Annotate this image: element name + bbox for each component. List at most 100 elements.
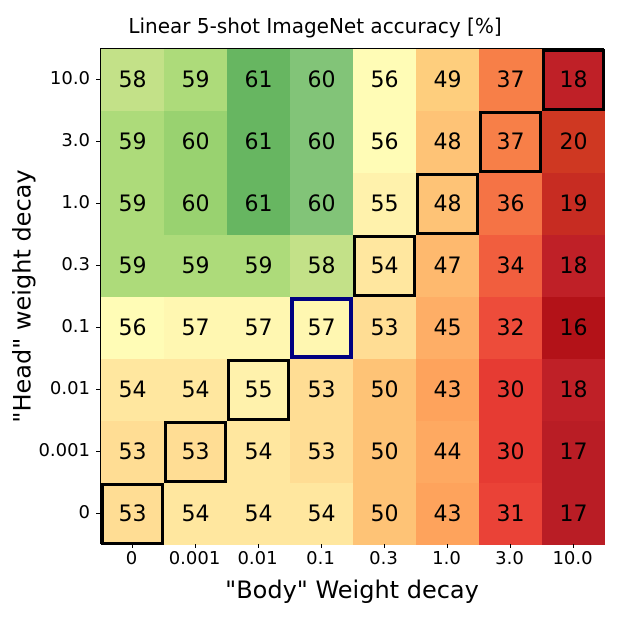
y-tick-label: 1.0 [0,172,90,234]
x-tick-label: 0 [100,548,163,569]
x-tick-mark [573,544,574,548]
heatmap-cell: 61 [227,49,290,111]
heatmap-cell: 57 [164,297,227,359]
heatmap-cell: 54 [290,483,353,545]
heatmap-cell: 30 [479,421,542,483]
heatmap-cell: 53 [353,297,416,359]
heatmap-cell: 49 [416,49,479,111]
heatmap-cell: 53 [290,359,353,421]
heatmap-cell: 59 [101,235,164,297]
heatmap-cell: 59 [101,111,164,173]
heatmap-cell: 54 [164,359,227,421]
heatmap-cell: 32 [479,297,542,359]
heatmap-cell: 50 [353,483,416,545]
heatmap-cell: 43 [416,359,479,421]
heatmap-cell: 17 [542,421,605,483]
chart-title: Linear 5-shot ImageNet accuracy [%] [0,14,630,38]
x-tick-mark [258,544,259,548]
x-tick-mark [132,544,133,548]
x-tick-mark [510,544,511,548]
heatmap-cell: 53 [101,483,164,545]
heatmap-cell: 57 [290,297,353,359]
heatmap-cell: 53 [290,421,353,483]
x-tick-label: 0.1 [289,548,352,569]
heatmap-cell: 61 [227,173,290,235]
heatmap-cell: 19 [542,173,605,235]
heatmap-chart: Linear 5-shot ImageNet accuracy [%] "Hea… [0,0,630,620]
heatmap-cell: 58 [290,235,353,297]
heatmap-cell: 18 [542,235,605,297]
y-tick-label: 0.001 [0,420,90,482]
x-axis-label: "Body" Weight decay [100,576,604,604]
heatmap-cell: 59 [164,235,227,297]
y-tick-mark [96,79,100,80]
y-tick-label: 10.0 [0,48,90,110]
y-tick-label: 0.01 [0,358,90,420]
y-tick-label: 0 [0,482,90,544]
heatmap-cell: 54 [101,359,164,421]
y-tick-mark [96,265,100,266]
heatmap-cell: 58 [101,49,164,111]
heatmap-cell: 55 [353,173,416,235]
heatmap-cell: 18 [542,49,605,111]
heatmap-cell: 34 [479,235,542,297]
heatmap-cell: 54 [227,483,290,545]
heatmap-cell: 16 [542,297,605,359]
heatmap-cell: 54 [227,421,290,483]
heatmap-cell: 56 [353,49,416,111]
plot-area: 5859616056493718596061605648372059606160… [100,48,604,544]
y-tick-label: 3.0 [0,110,90,172]
x-tick-label: 0.01 [226,548,289,569]
heatmap-cell: 20 [542,111,605,173]
x-tick-mark [447,544,448,548]
heatmap-cell: 43 [416,483,479,545]
y-tick-label: 0.3 [0,234,90,296]
heatmap-cell: 48 [416,173,479,235]
y-tick-mark [96,327,100,328]
x-tick-label: 3.0 [478,548,541,569]
heatmap-cell: 18 [542,359,605,421]
y-tick-label: 0.1 [0,296,90,358]
heatmap-cell: 17 [542,483,605,545]
heatmap-cell: 59 [227,235,290,297]
x-tick-label: 10.0 [541,548,604,569]
heatmap-cell: 54 [164,483,227,545]
heatmap-cell: 56 [101,297,164,359]
heatmap-cell: 30 [479,359,542,421]
heatmap-cell: 54 [353,235,416,297]
x-tick-label: 0.001 [163,548,226,569]
heatmap-cell: 60 [164,173,227,235]
y-tick-mark [96,389,100,390]
heatmap-cell: 59 [101,173,164,235]
x-tick-mark [384,544,385,548]
x-tick-mark [195,544,196,548]
heatmap-cell: 37 [479,111,542,173]
heatmap-cell: 31 [479,483,542,545]
heatmap-cell: 36 [479,173,542,235]
heatmap-cell: 50 [353,359,416,421]
heatmap-cell: 60 [164,111,227,173]
heatmap-cell: 57 [227,297,290,359]
y-tick-mark [96,141,100,142]
heatmap-cell: 48 [416,111,479,173]
heatmap-cell: 60 [290,49,353,111]
heatmap-cell: 60 [290,173,353,235]
heatmap-cell: 55 [227,359,290,421]
x-tick-label: 0.3 [352,548,415,569]
heatmap-cell: 45 [416,297,479,359]
heatmap-cell: 37 [479,49,542,111]
heatmap-cell: 59 [164,49,227,111]
y-tick-mark [96,513,100,514]
y-tick-mark [96,451,100,452]
heatmap-cell: 60 [290,111,353,173]
heatmap-cell: 53 [101,421,164,483]
heatmap-cell: 56 [353,111,416,173]
x-tick-label: 1.0 [415,548,478,569]
heatmap-cell: 53 [164,421,227,483]
x-tick-mark [321,544,322,548]
heatmap-cell: 47 [416,235,479,297]
heatmap-cell: 61 [227,111,290,173]
heatmap-cell: 50 [353,421,416,483]
y-tick-mark [96,203,100,204]
heatmap-cell: 44 [416,421,479,483]
